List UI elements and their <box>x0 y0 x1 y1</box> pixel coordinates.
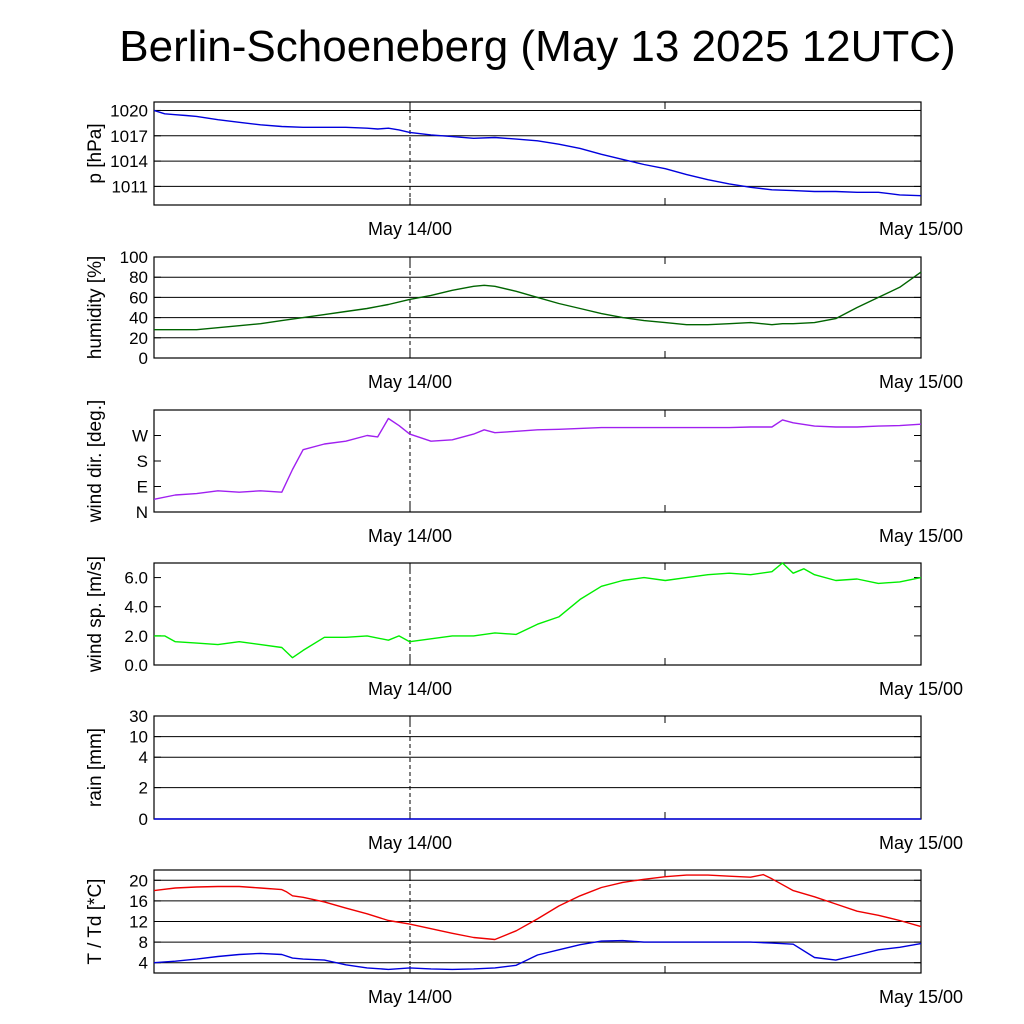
y-tick-label: 16 <box>129 892 148 911</box>
y-tick-label: 20 <box>129 871 148 890</box>
y-tick-label: 4 <box>139 954 148 973</box>
wind-speed-panel: 0.0 2.0 4.0 6.0 May 14/00 May 15/00 wind sp. [… <box>85 556 963 699</box>
humidity-series-line-0 <box>154 271 922 331</box>
y-tick-label: 1017 <box>110 127 148 146</box>
y-tick-label: N <box>136 503 148 522</box>
chart-title: Berlin-Schoeneberg (May 13 2025 12UTC) <box>119 22 956 71</box>
pressure-frame <box>153 101 922 206</box>
y-tick-label: 12 <box>129 913 148 932</box>
y-tick-label: 0 <box>139 810 148 829</box>
rain-panel: 0 2 410 30 May 14/00 May 15/00 rain [mm] <box>85 707 963 853</box>
x-tick-label: May 14/00 <box>368 526 452 546</box>
x-tick-label: May 15/00 <box>879 372 963 392</box>
y-tick-label: 1020 <box>110 101 148 120</box>
x-tick-label: May 14/00 <box>368 219 452 239</box>
temperature-series-line-1 <box>153 939 922 971</box>
pressure-panel: 1011 1014 1017 1020 May 14/00 May 15/00 p [hPa… <box>85 101 963 239</box>
humidity-ylabel: humidity [%] <box>85 256 106 359</box>
rain-frame <box>153 715 922 820</box>
pressure-ylabel: p [hPa] <box>85 123 106 183</box>
rain-ylabel: rain [mm] <box>85 728 106 807</box>
y-tick-label: 1011 <box>111 177 148 196</box>
y-tick-label: 6.0 <box>124 569 148 588</box>
y-tick-label: 60 <box>129 288 148 307</box>
y-tick-label: 20 <box>129 329 148 348</box>
x-tick-label: May 15/00 <box>879 219 963 239</box>
wind-direction-ylabel: wind dir. [deg.] <box>85 400 106 524</box>
y-tick-label: 2.0 <box>124 627 148 646</box>
wind-direction-series-line-0 <box>153 417 922 500</box>
x-tick-label: May 14/00 <box>368 987 452 1007</box>
y-tick-label: S <box>137 452 148 471</box>
y-tick-label: 2 <box>139 779 148 798</box>
y-tick-label: 40 <box>129 309 148 328</box>
wind-speed-series-line-0 <box>154 562 922 659</box>
y-tick-label: 0.0 <box>124 656 148 675</box>
y-tick-label: 1014 <box>110 152 148 171</box>
y-tick-label: 80 <box>129 268 148 287</box>
wind-speed-ylabel: wind sp. [m/s] <box>85 556 106 673</box>
y-tick-label: 8 <box>139 933 148 952</box>
pressure-series-line-0 <box>153 109 922 197</box>
x-tick-label: May 14/00 <box>368 372 452 392</box>
x-tick-label: May 15/00 <box>879 679 963 699</box>
y-tick-label: E <box>137 478 148 497</box>
x-tick-label: May 15/00 <box>879 987 963 1007</box>
temperature-ylabel: T / Td [*C] <box>85 879 106 965</box>
x-tick-label: May 14/00 <box>368 679 452 699</box>
wind-speed-frame <box>153 562 922 666</box>
y-tick-label: 10 <box>129 728 148 747</box>
y-tick-label: 4 <box>139 748 148 767</box>
y-tick-label: 0 <box>139 349 148 368</box>
humidity-frame <box>153 256 922 359</box>
temperature-series-line-0 <box>153 873 922 941</box>
y-tick-label: W <box>132 427 148 446</box>
x-tick-label: May 15/00 <box>879 833 963 853</box>
x-tick-label: May 14/00 <box>368 833 452 853</box>
y-tick-label: 100 <box>120 248 148 267</box>
y-tick-label: 30 <box>129 707 148 726</box>
y-tick-label: 4.0 <box>124 598 148 617</box>
x-tick-label: May 15/00 <box>879 526 963 546</box>
